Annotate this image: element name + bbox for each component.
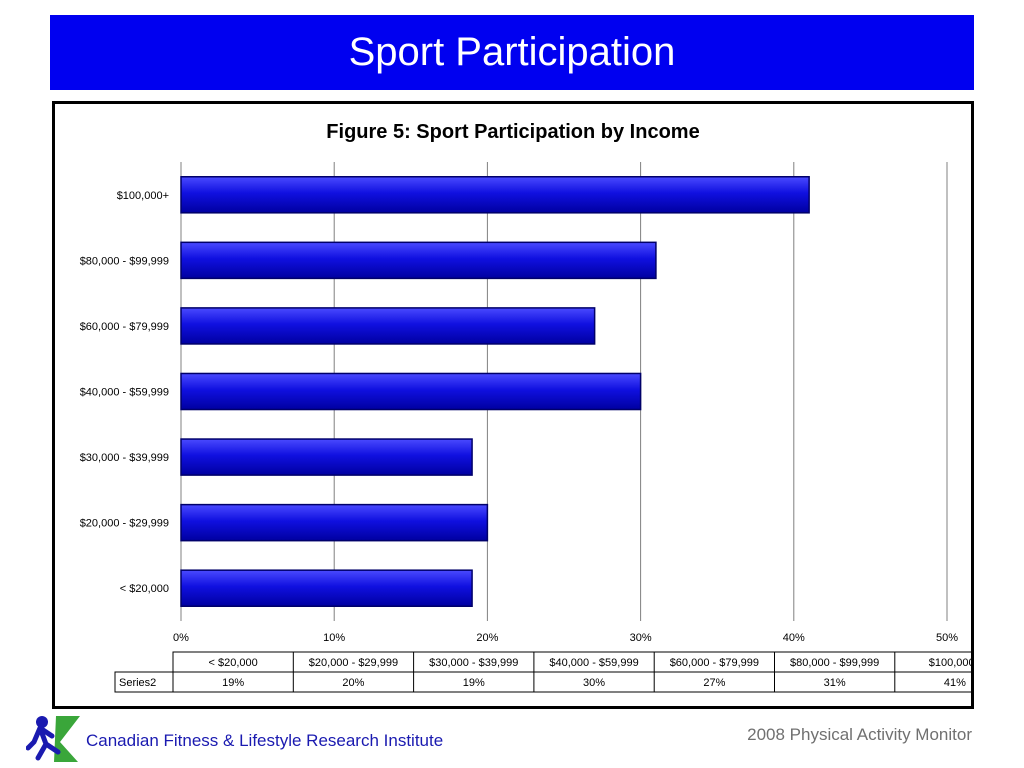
x-tick-label: 30%: [630, 632, 652, 644]
bar: [180, 307, 596, 345]
bar-chart: Figure 5: Sport Participation by Income …: [80, 121, 971, 693]
table-header-cell: $20,000 - $29,999: [309, 657, 398, 669]
bar: [180, 569, 473, 607]
title-banner: Sport Participation: [50, 15, 974, 90]
table-value-cell: 19%: [463, 677, 485, 689]
y-category-label: $60,000 - $79,999: [80, 321, 169, 333]
table-value-cell: 41%: [944, 677, 966, 689]
bar: [180, 241, 657, 280]
y-category-label: $30,000 - $39,999: [80, 452, 169, 464]
y-category-label: $40,000 - $59,999: [80, 387, 169, 399]
y-category-label: < $20,000: [120, 583, 169, 595]
x-tick-label: 20%: [476, 632, 498, 644]
table-data-row: [114, 671, 971, 693]
table-header-cell: $80,000 - $99,999: [790, 657, 879, 669]
table-header-cell: < $20,000: [209, 657, 258, 669]
bar: [180, 372, 642, 411]
x-tick-label: 40%: [783, 632, 805, 644]
logo-icon: [26, 716, 80, 762]
table-value-cell: 30%: [583, 677, 605, 689]
table-header-cell: $100,000+: [929, 657, 971, 669]
table-header-cell: $40,000 - $59,999: [549, 657, 638, 669]
footer-monitor-label: 2008 Physical Activity Monitor: [747, 725, 972, 744]
chart-title: Figure 5: Sport Participation by Income: [326, 121, 699, 143]
x-tick-label: 0%: [173, 632, 189, 644]
bar: [180, 503, 489, 542]
x-tick-label: 10%: [323, 632, 345, 644]
table-series-label: Series2: [119, 677, 156, 689]
table-header-cell: $30,000 - $39,999: [429, 657, 518, 669]
bar: [180, 438, 473, 476]
table-value-cell: 20%: [342, 677, 364, 689]
y-category-label: $80,000 - $99,999: [80, 255, 169, 267]
table-value-cell: 19%: [222, 677, 244, 689]
y-category-label: $100,000+: [117, 190, 169, 202]
footer-organization: Canadian Fitness & Lifestyle Research In…: [86, 731, 444, 750]
slide-title: Sport Participation: [348, 30, 676, 74]
table-header-cell: $60,000 - $79,999: [670, 657, 759, 669]
table-value-cell: 27%: [703, 677, 725, 689]
chart-frame: Figure 5: Sport Participation by Income …: [52, 101, 974, 709]
x-tick-label: 50%: [936, 632, 958, 644]
y-category-label: $20,000 - $29,999: [80, 518, 169, 530]
table-value-cell: 31%: [824, 677, 846, 689]
bar: [180, 176, 810, 214]
